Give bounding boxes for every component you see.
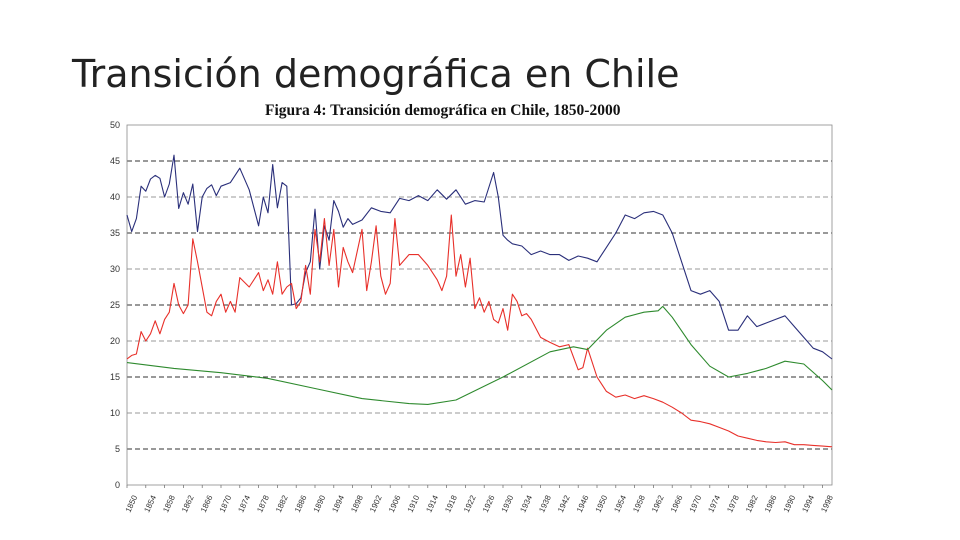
x-tick-label: 1906 — [387, 493, 403, 513]
x-tick-label: 1966 — [669, 493, 685, 513]
x-tick-label: 1898 — [349, 493, 365, 513]
series-line-crecimiento-natural — [126, 305, 833, 405]
y-tick-label: 10 — [110, 408, 120, 418]
x-tick-label: 1890 — [312, 493, 328, 513]
x-tick-label: 1990 — [782, 493, 798, 513]
x-tick-label: 1926 — [481, 493, 497, 513]
x-tick-label: 1878 — [255, 493, 271, 513]
x-tick-label: 1930 — [500, 493, 516, 513]
x-tick-label: 1942 — [556, 493, 572, 513]
x-tick-label: 1886 — [293, 493, 309, 513]
x-tick-label: 1946 — [575, 493, 591, 513]
x-tick-label: 1982 — [744, 493, 760, 513]
x-tick-label: 1882 — [274, 493, 290, 513]
y-tick-label: 5 — [115, 444, 120, 454]
x-tick-label: 1922 — [462, 493, 478, 513]
y-tick-label: 50 — [110, 120, 120, 130]
x-tick-label: 1910 — [406, 493, 422, 513]
x-axis-ticks: 1850 1854 1858 1862 1866 1870 1874 1878 1882 1886… — [124, 485, 835, 514]
y-tick-label: 0 — [115, 480, 120, 490]
x-tick-label: 1978 — [725, 493, 741, 513]
x-tick-label: 1938 — [537, 493, 553, 513]
x-tick-label: 1874 — [236, 493, 252, 513]
series-line-natalidad — [126, 154, 833, 360]
x-tick-label: 1934 — [518, 493, 534, 513]
x-tick-label: 1902 — [368, 493, 384, 513]
x-tick-label: 1850 — [124, 493, 140, 513]
x-tick-label: 1918 — [443, 493, 459, 513]
x-tick-label: 1866 — [199, 493, 215, 513]
x-tick-label: 1998 — [819, 493, 835, 513]
x-tick-label: 1950 — [594, 493, 610, 513]
y-tick-label: 15 — [110, 372, 120, 382]
grid-lines — [127, 160, 832, 450]
x-tick-label: 1870 — [218, 493, 234, 513]
plot-area-border — [126, 124, 833, 486]
y-tick-label: 25 — [110, 300, 120, 310]
x-tick-label: 1894 — [330, 493, 346, 513]
x-tick-label: 1954 — [612, 493, 628, 513]
x-tick-label: 1858 — [161, 493, 177, 513]
series-line-mortalidad — [126, 214, 833, 448]
x-tick-label: 1862 — [180, 493, 196, 513]
y-tick-label: 35 — [110, 228, 120, 238]
y-tick-label: 30 — [110, 264, 120, 274]
x-tick-label: 1962 — [650, 493, 666, 513]
y-tick-label: 20 — [110, 336, 120, 346]
x-tick-label: 1994 — [800, 493, 816, 513]
y-tick-label: 40 — [110, 192, 120, 202]
x-tick-label: 1974 — [706, 493, 722, 513]
y-axis-ticks: 0 5 10 15 20 25 30 35 40 45 50 — [110, 120, 120, 490]
x-tick-label: 1914 — [424, 493, 440, 513]
figure-title: Figura 4: Transición demográfica en Chil… — [265, 102, 621, 119]
x-tick-label: 1970 — [688, 493, 704, 513]
x-tick-label: 1986 — [763, 493, 779, 513]
series-lines — [126, 154, 833, 448]
x-tick-label: 1958 — [631, 493, 647, 513]
y-tick-label: 45 — [110, 156, 120, 166]
x-tick-label: 1854 — [142, 493, 158, 513]
slide-title: Transición demográfica en Chile — [72, 52, 680, 96]
